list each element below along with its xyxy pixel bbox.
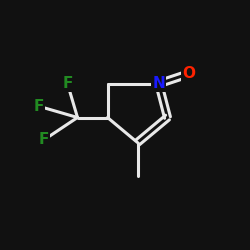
Text: O: O: [182, 66, 195, 81]
Text: F: F: [38, 132, 49, 148]
Text: F: F: [62, 76, 73, 91]
Text: F: F: [34, 99, 44, 114]
Text: N: N: [152, 76, 165, 91]
